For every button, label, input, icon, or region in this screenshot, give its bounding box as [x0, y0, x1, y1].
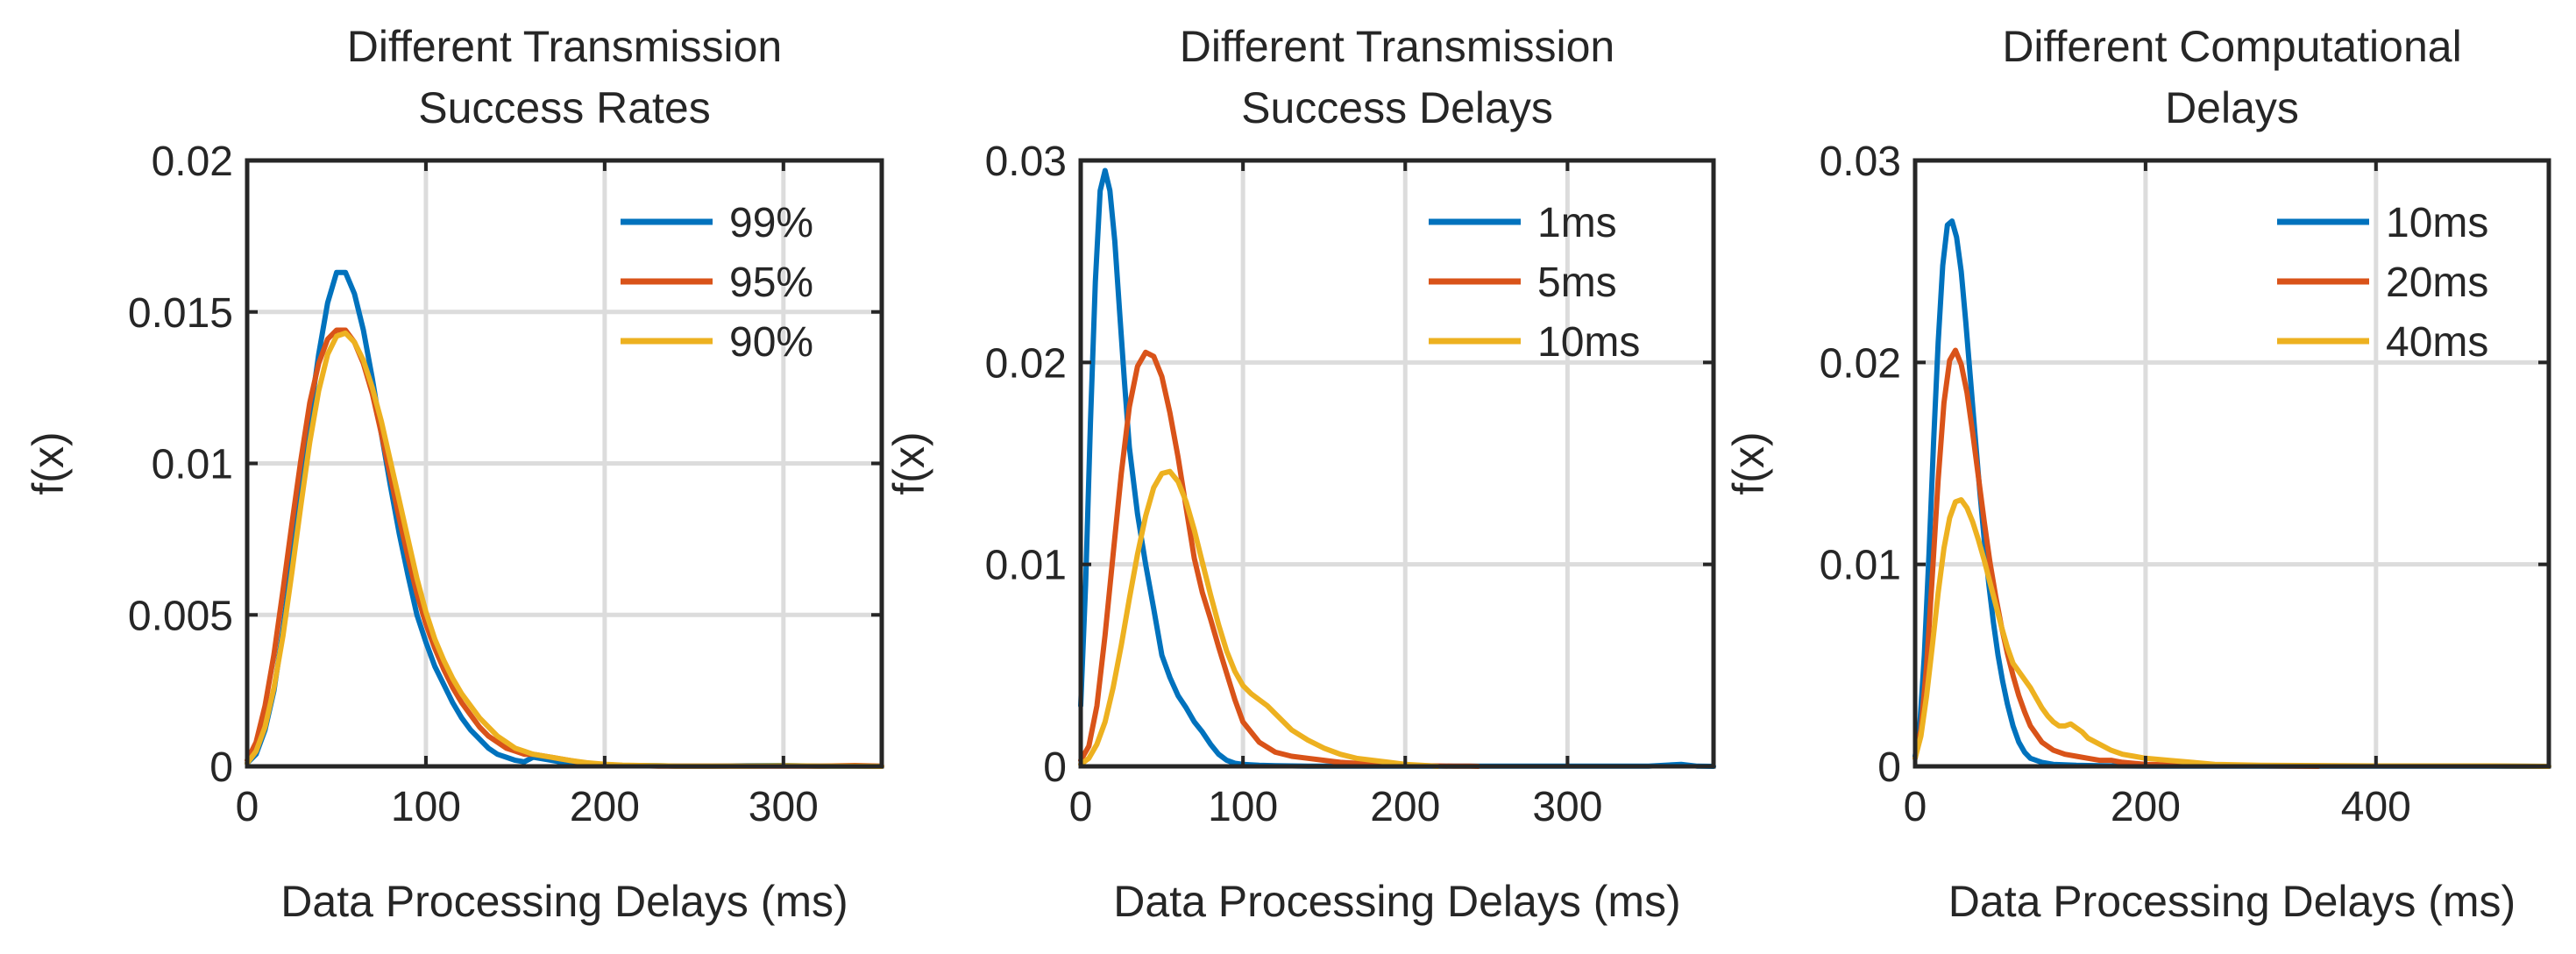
x-tick-label: 400	[2341, 784, 2411, 830]
legend-label-90%: 90%	[729, 319, 813, 366]
x-tick-label: 300	[749, 784, 819, 830]
y-tick-label: 0.01	[1820, 543, 1901, 589]
series-line-5ms	[1078, 349, 1481, 769]
x-axis-label: Data Processing Delays (ms)	[280, 877, 848, 926]
x-tick-label: 0	[236, 784, 259, 830]
axes-box	[1078, 158, 1716, 769]
y-tick-label: 0	[1043, 744, 1067, 791]
chart-panel-2: 0 100 200 300 0 0.01 0.02 0.03 Different Transmi…	[884, 22, 1716, 926]
legend-label-5ms: 5ms	[1537, 260, 1617, 306]
legend-label-1ms: 1ms	[1537, 200, 1617, 246]
legend-label-10ms: 10ms	[1537, 319, 1640, 366]
legend: 10ms 20ms 40ms	[2277, 200, 2488, 366]
y-tick-label: 0.01	[985, 543, 1067, 589]
x-tick-label: 300	[1532, 784, 1602, 830]
y-tick-label: 0	[1877, 744, 1901, 791]
chart-title-line-2: Success Rates	[418, 83, 710, 132]
y-tick-label: 0	[209, 744, 233, 791]
legend: 1ms 5ms 10ms	[1429, 200, 1640, 366]
legend-label-10ms: 10ms	[2386, 200, 2488, 246]
chart-title-line-1: Different Transmission	[347, 22, 782, 71]
x-tick-label: 100	[1208, 784, 1278, 830]
series-line-10ms	[1078, 468, 1441, 769]
y-axis-label: f(x)	[884, 431, 933, 495]
y-tick-label: 0.03	[985, 139, 1067, 185]
x-tick-label: 0	[1904, 784, 1927, 830]
series-line-90%	[245, 330, 884, 769]
y-tick-label: 0.015	[128, 290, 233, 337]
x-tick-label: 0	[1069, 784, 1093, 830]
y-axis-label: f(x)	[1724, 431, 1773, 495]
series-line-1ms	[1078, 167, 1716, 769]
axes-box	[1912, 158, 2551, 769]
x-axis-label: Data Processing Delays (ms)	[1948, 877, 2516, 926]
y-tick-label: 0.01	[152, 442, 233, 488]
chart-panel-1: 0 100 200 300 0 0.005 0.01 0.015 0.02 Different T…	[24, 22, 884, 926]
legend-label-20ms: 20ms	[2386, 260, 2488, 306]
y-tick-label: 0.02	[152, 139, 233, 185]
x-tick-label: 200	[1370, 784, 1440, 830]
y-tick-label: 0.02	[1820, 340, 1901, 387]
series-line-40ms	[1912, 497, 2551, 769]
y-tick-label: 0.02	[985, 340, 1067, 387]
y-tick-label: 0.03	[1820, 139, 1901, 185]
legend-label-95%: 95%	[729, 260, 813, 306]
chart-title-line-1: Different Computational	[2002, 22, 2461, 71]
legend-label-99%: 99%	[729, 200, 813, 246]
series-line-95%	[245, 327, 884, 769]
legend-label-40ms: 40ms	[2386, 319, 2488, 366]
chart-title-line-2: Success Delays	[1241, 83, 1553, 132]
x-tick-label: 200	[2111, 784, 2181, 830]
x-axis-label: Data Processing Delays (ms)	[1113, 877, 1680, 926]
chart-title-line-1: Different Transmission	[1180, 22, 1614, 71]
y-tick-label: 0.005	[128, 593, 233, 639]
legend: 99% 95% 90%	[621, 200, 813, 366]
chart-panel-3: 0 200 400 0 0.01 0.02 0.03 Different Computatio…	[1724, 22, 2551, 926]
y-axis-label: f(x)	[24, 431, 73, 495]
x-tick-label: 200	[570, 784, 640, 830]
chart-title-line-2: Delays	[2165, 83, 2299, 132]
x-tick-label: 100	[391, 784, 461, 830]
